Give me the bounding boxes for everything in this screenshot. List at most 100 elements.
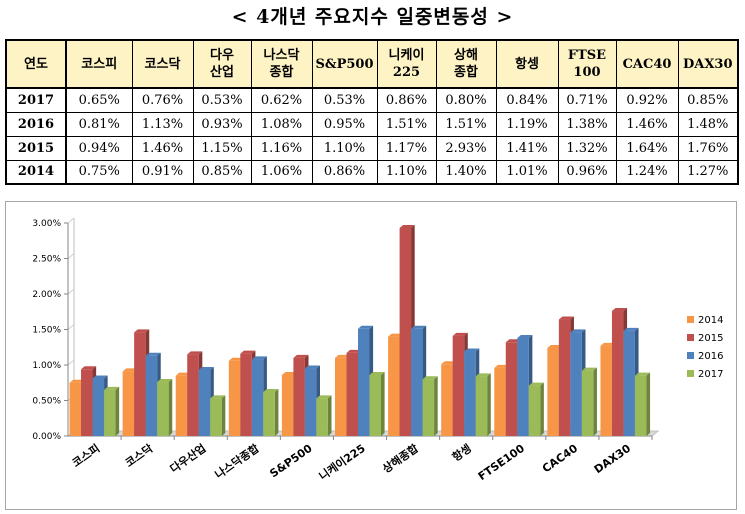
category-label: 다우산업 [167,441,208,476]
bar-side [274,388,279,436]
value-cell: 0.76% [131,87,194,113]
value-cell: 0.65% [65,87,133,113]
value-cell: 0.71% [557,87,617,113]
bar-top [634,372,651,376]
bar-top [623,327,639,331]
bar-top [517,335,533,339]
bar-top [452,332,468,336]
value-cell: 0.96% [557,159,617,185]
value-cell: 1.16% [250,135,313,161]
bar-2014 [281,374,294,436]
page-title: < 4개년 주요지수 일중변동성 > [231,6,514,28]
value-cell: 0.86% [376,87,437,113]
value-cell: 1.40% [435,159,497,185]
bar-2016 [92,378,105,436]
value-cell: 1.10% [376,159,437,185]
bar-top [122,368,138,372]
bar-top [369,371,385,375]
table-header-cell: FTSE 100 [557,39,617,89]
category-label: 니케이225 [316,441,368,483]
category-label: CAC40 [540,442,580,476]
chart-area: 0.00% 0.50% 1.00% 1.50% 2.00% 2.50% 3.00% 코스피 코스… [5,201,737,510]
bar-side [646,372,651,436]
table-header-cell: 다우 산업 [192,39,252,89]
year-cell: 2015 [5,135,67,161]
value-cell: 1.76% [677,135,739,161]
value-cell: 0.86% [311,159,378,185]
year-cell: 2014 [5,159,67,185]
bar-top [388,333,404,337]
table-header-cell: 상해 종합 [435,39,497,89]
value-cell: 1.17% [376,135,437,161]
value-cell: 1.10% [311,135,378,161]
bar-2017 [157,382,169,436]
value-cell: 1.51% [435,111,497,137]
y-grid-side [67,359,75,366]
y-grid-side [67,288,75,295]
y-tick-label: 2.00% [32,290,61,300]
bar-top [441,361,457,365]
bar-top [547,344,563,348]
value-cell: 1.64% [615,135,679,161]
bar-2016 [358,328,370,436]
category-label: 코스피 [69,441,102,470]
value-cell: 1.19% [495,111,559,137]
value-cell: 1.41% [495,135,559,161]
bar-top [581,367,597,371]
value-cell: 1.46% [131,135,194,161]
bar-side [593,367,597,436]
bar-2016 [198,369,211,436]
bar-top [198,366,214,370]
value-cell: 1.27% [677,159,739,185]
bar-side [115,386,120,436]
bar-top [187,351,203,355]
bar-top [210,395,226,399]
bar-2014 [441,364,453,436]
value-cell: 0.53% [311,87,378,113]
value-cell: 0.95% [311,111,378,137]
bar-top [175,372,191,376]
bar-2015 [611,311,624,436]
bar-top [281,371,298,375]
table-header-cell: 나스닥 종합 [250,39,313,89]
legend-label: 2015 [698,333,723,344]
bar-top [505,339,521,343]
bar-top [134,329,150,333]
value-cell: 1.48% [677,111,739,137]
table-row: 2015 0.94% 1.46% 1.15% 1.16% 1.10% 1.17% 2.93% 1… [5,135,739,161]
value-cell: 1.46% [615,111,679,137]
y-tick-label: 0.50% [32,397,61,407]
category-label: 나스닥종합 [212,441,261,481]
bar-top [81,366,97,370]
bar-top [611,308,628,312]
bar-top [251,356,267,360]
table-header-row: 연도 코스피 코스닥 다우 산업 나스닥 종합 S&P500 니케이 225 상해 종합 항셍 FTSE 1… [5,39,739,89]
bar-top [528,382,544,386]
value-cell: 0.75% [65,159,133,185]
legend-swatch-2014 [687,316,694,323]
bar-2014 [228,360,241,436]
value-cell: 0.53% [192,87,252,113]
bar-2015 [452,335,465,436]
bar-side [540,382,544,436]
bar-top [558,316,574,320]
y-grid-side [67,324,75,330]
bar-2014 [494,367,506,436]
bar-2017 [263,391,275,436]
bar-top [228,357,244,361]
table-header-cell: 연도 [5,39,67,89]
table-header-cell: 코스피 [65,39,133,89]
bar-2016 [145,355,158,436]
bar-2017 [422,379,435,436]
table-header-cell: 항셍 [495,39,559,89]
bar-2015 [346,352,358,436]
value-cell: 0.93% [192,111,252,137]
bar-top [570,329,586,333]
table-row: 2016 0.81% 1.13% 0.93% 1.08% 0.95% 1.51% 1.51% 1… [5,111,739,137]
bar-top [346,349,362,353]
bar-top [422,376,438,380]
value-cell: 1.24% [615,159,679,185]
bar-2016 [464,351,476,436]
legend-swatch-2015 [687,334,694,341]
bar-2017 [369,374,381,436]
